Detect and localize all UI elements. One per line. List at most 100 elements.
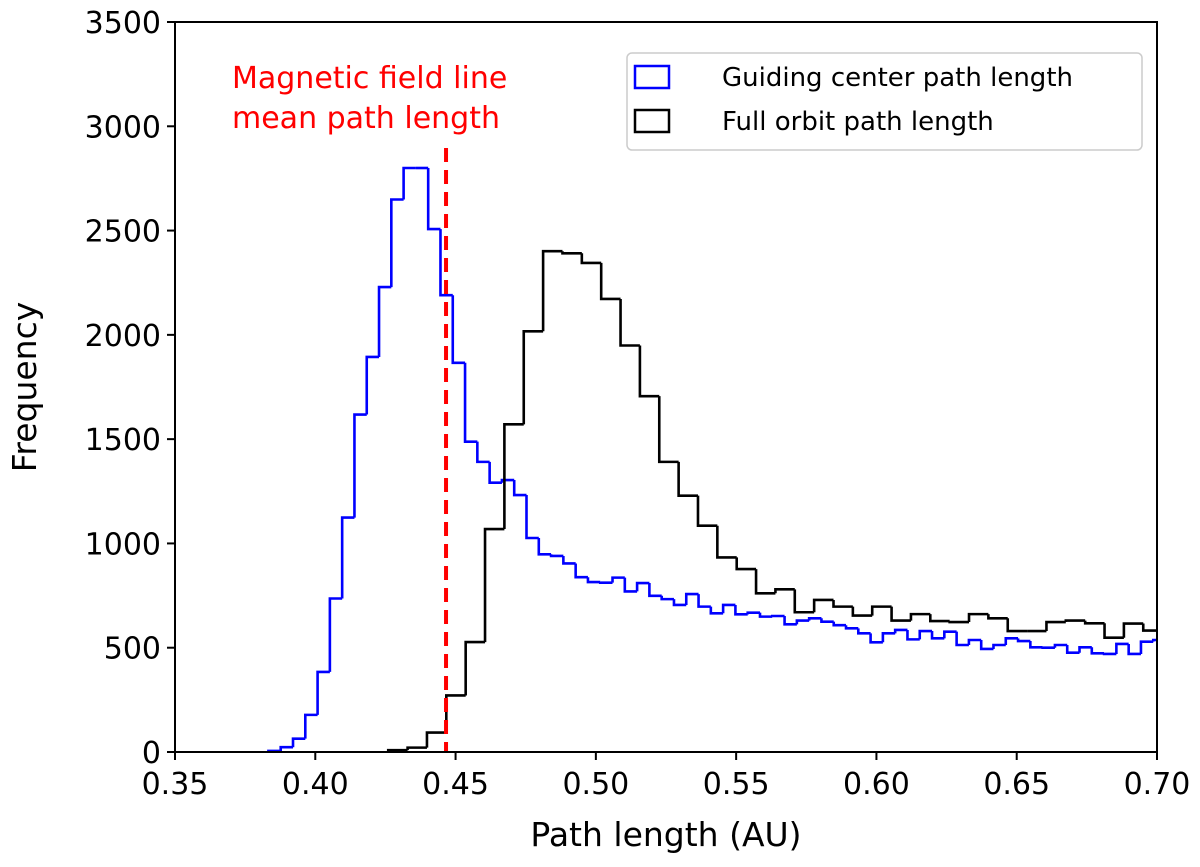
legend-swatch-full-orbit <box>633 108 671 134</box>
histogram-bin <box>1083 620 1105 625</box>
histogram-bin <box>820 618 834 623</box>
histogram-bin <box>918 629 933 640</box>
histogram-bin <box>377 285 392 357</box>
histogram-bin <box>619 298 640 347</box>
histogram-bin <box>716 525 737 559</box>
histogram-bin <box>303 713 318 739</box>
histogram-bin <box>537 538 552 556</box>
histogram-bin <box>844 625 859 630</box>
annotation-line-2: mean path length <box>232 101 500 136</box>
histogram-bin <box>770 614 785 618</box>
histogram-bin <box>774 588 795 594</box>
y-tick-label: 0 <box>142 736 161 771</box>
histogram-bin <box>832 621 847 627</box>
histogram-bin <box>709 606 724 615</box>
histogram-bin <box>503 423 524 530</box>
histogram-bin <box>580 253 602 265</box>
histogram-bin <box>967 612 989 623</box>
histogram-bin <box>955 631 969 647</box>
histogram-bin <box>807 617 822 621</box>
histogram-bin <box>721 603 736 614</box>
histogram-bin <box>930 631 945 640</box>
histogram-bin <box>1045 620 1066 632</box>
histogram-bin <box>1127 643 1141 656</box>
x-tick-label: 0.55 <box>703 767 770 802</box>
histogram-bin <box>522 330 544 425</box>
histogram-bin <box>279 745 294 751</box>
histogram-bin <box>1141 623 1157 632</box>
y-axis-label: Frequency <box>5 302 44 472</box>
histogram-bin <box>512 480 527 497</box>
histogram-bin <box>291 737 306 748</box>
histogram-bin <box>677 461 698 497</box>
histogram-bin <box>541 249 563 332</box>
series-guiding-center <box>267 166 1157 752</box>
histogram-bin <box>500 478 515 483</box>
histogram-bin <box>638 345 660 398</box>
histogram-bin <box>1053 643 1068 648</box>
histogram-bin <box>1006 618 1028 633</box>
histogram-bin <box>451 295 466 365</box>
histogram-bin <box>870 605 892 616</box>
histogram-bin <box>586 577 601 584</box>
histogram-bin <box>1064 619 1086 623</box>
series-layer <box>267 166 1157 752</box>
histogram-bin <box>1016 638 1031 643</box>
histogram-bin <box>795 619 810 625</box>
y-tick-label: 500 <box>104 632 161 667</box>
histogram-bin <box>992 643 1006 649</box>
x-tick-label: 0.70 <box>1124 767 1191 802</box>
histogram-bin <box>832 599 853 608</box>
series-full-orbit <box>386 249 1157 752</box>
histogram-bin <box>1122 622 1144 638</box>
histogram-bin <box>353 413 367 518</box>
histogram-bin <box>979 639 994 651</box>
histogram-bin <box>857 628 871 635</box>
histogram-bin <box>463 362 478 443</box>
histogram-bin <box>746 611 760 615</box>
histogram-bin <box>893 628 908 634</box>
histogram-bin <box>425 731 447 748</box>
histogram-bin <box>574 563 588 579</box>
y-tick-label: 2000 <box>85 319 161 354</box>
histogram-bin <box>1139 640 1154 654</box>
histogram-bin <box>483 527 505 643</box>
y-axis: 0 500 1000 1500 2000 2500 3000 3500 <box>85 6 175 771</box>
histogram-bin <box>812 598 834 613</box>
histogram-bin <box>476 441 490 464</box>
histogram-bin <box>1029 641 1043 649</box>
histogram-bin <box>657 396 679 464</box>
histogram-bin <box>561 251 582 255</box>
legend-label-full-orbit: Full orbit path length <box>722 107 994 137</box>
histogram-bin <box>525 495 539 540</box>
annotation-label: Magnetic field line mean path length <box>232 61 507 136</box>
histogram-bin <box>928 614 950 623</box>
histogram-bin <box>316 670 330 715</box>
histogram-bin <box>869 633 883 644</box>
histogram-bin <box>684 592 699 605</box>
x-tick-label: 0.40 <box>282 767 349 802</box>
histogram-bin <box>1115 642 1129 654</box>
legend-swatch-guiding-center <box>633 64 671 90</box>
histogram-bin <box>735 557 757 571</box>
x-tick-label: 0.60 <box>843 767 910 802</box>
x-axis: 0.35 0.40 0.45 0.50 0.55 0.60 0.65 0.70 <box>142 752 1191 802</box>
histogram-bin <box>948 620 970 624</box>
histogram-bin <box>943 630 957 639</box>
annotation-line-1: Magnetic field line <box>232 61 507 96</box>
histogram-bin <box>439 229 453 297</box>
histogram-bin <box>365 355 380 415</box>
histogram-bin <box>881 632 896 643</box>
histogram-bin <box>1090 647 1105 655</box>
y-tick-label: 3000 <box>85 110 161 145</box>
histogram-bin <box>1004 637 1019 646</box>
histogram-bin <box>328 597 343 672</box>
histogram-bin <box>599 262 621 301</box>
histogram-bin <box>598 581 613 584</box>
histogram-bin <box>623 577 638 593</box>
x-tick-label: 0.45 <box>422 767 489 802</box>
histogram-bin <box>660 595 674 601</box>
y-tick-label: 2500 <box>85 215 161 250</box>
x-axis-label: Path length (AU) <box>530 815 801 854</box>
